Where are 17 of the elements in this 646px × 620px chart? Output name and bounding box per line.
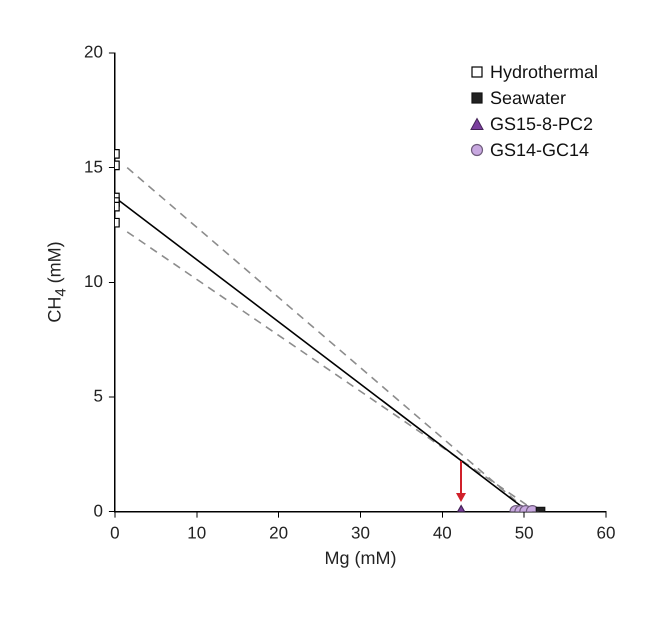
y-tick-label: 0: [93, 501, 103, 520]
y-tick-label: 15: [84, 157, 103, 176]
legend-label: GS14-GC14: [490, 139, 589, 162]
x-tick-label: 40: [432, 523, 452, 542]
x-tick-label: 30: [350, 523, 370, 542]
x-tick-label: 10: [187, 523, 206, 542]
x-tick-label: 50: [514, 523, 534, 542]
y-tick-label: 10: [84, 272, 103, 291]
legend-label: Seawater: [490, 87, 566, 110]
y-tick-label: 5: [93, 386, 103, 406]
x-tick-label: 60: [596, 523, 616, 542]
x-axis-title: Mg (mM): [323, 548, 398, 569]
legend-label: GS15-8-PC2: [490, 113, 593, 136]
legend-label: Hydrothermal: [490, 61, 598, 84]
y-tick-label: 20: [84, 42, 103, 62]
x-tick-label: 20: [269, 523, 288, 542]
x-tick-label: 0: [110, 523, 120, 542]
